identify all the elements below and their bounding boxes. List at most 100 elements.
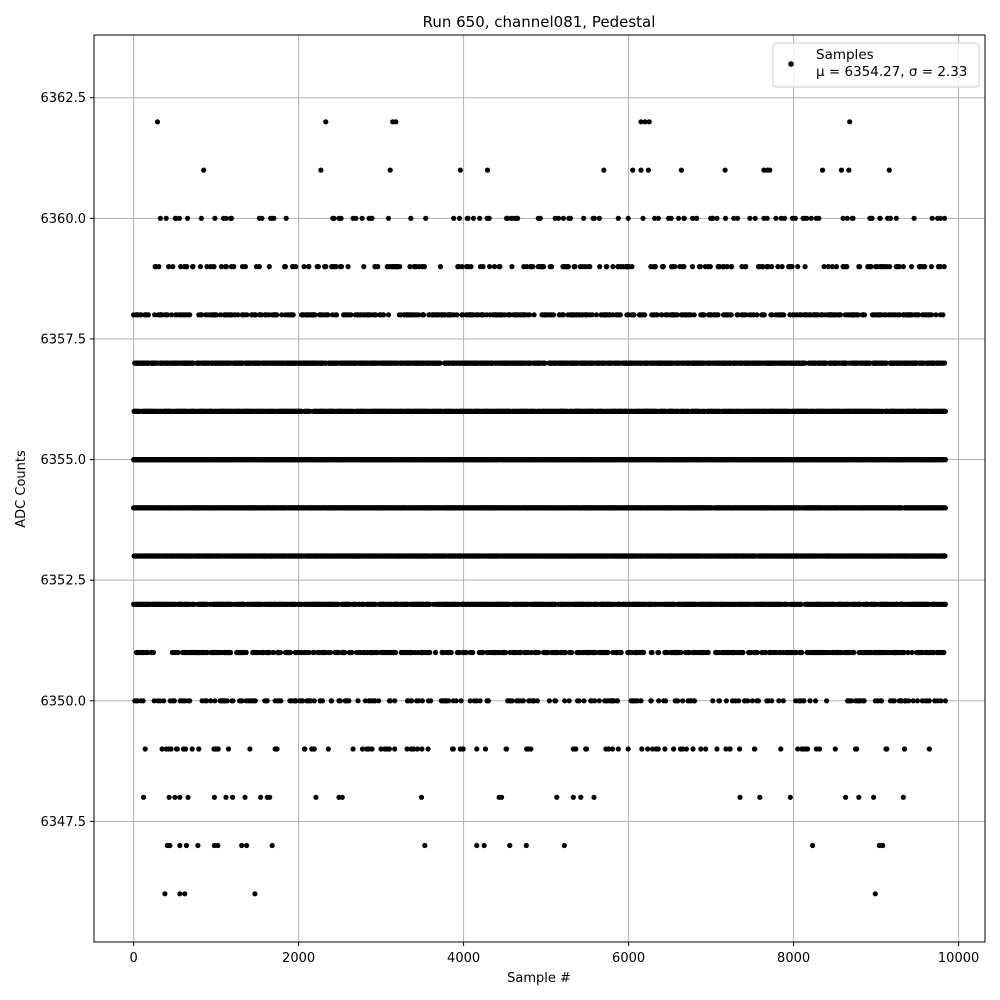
- data-point: [674, 312, 680, 318]
- data-point: [306, 264, 312, 270]
- data-point: [315, 264, 321, 270]
- data-point: [654, 312, 660, 318]
- data-point: [497, 264, 503, 270]
- data-point: [515, 215, 521, 221]
- data-point: [176, 215, 182, 221]
- data-point: [164, 312, 170, 318]
- data-point: [769, 312, 775, 318]
- data-point: [761, 312, 767, 318]
- data-point: [916, 312, 922, 318]
- data-point: [486, 215, 492, 221]
- data-point: [369, 215, 375, 221]
- data-point: [941, 264, 947, 270]
- data-point: [437, 264, 444, 270]
- data-point: [593, 312, 600, 318]
- data-point: [218, 312, 224, 318]
- data-point: [691, 312, 697, 318]
- data-point: [185, 215, 191, 221]
- data-point: [642, 312, 648, 318]
- data-point: [223, 264, 229, 270]
- data-point: [527, 312, 533, 318]
- data-point: [781, 215, 788, 221]
- data-point: [331, 215, 337, 221]
- data-point: [675, 215, 682, 221]
- data-point: [937, 264, 944, 270]
- data-point: [617, 312, 624, 318]
- data-point: [764, 215, 770, 221]
- data-point: [734, 215, 741, 221]
- data-point: [345, 264, 351, 270]
- data-point: [840, 215, 846, 221]
- data-point: [274, 312, 280, 318]
- data-point: [491, 264, 498, 270]
- data-point: [861, 312, 868, 318]
- data-point: [940, 312, 946, 318]
- data-point: [166, 264, 172, 270]
- data-point: [715, 312, 721, 318]
- data-point: [735, 312, 741, 318]
- data-point: [253, 312, 259, 318]
- data-point: [259, 215, 265, 221]
- data-point: [244, 312, 250, 318]
- data-point: [421, 264, 427, 270]
- data-point: [437, 360, 443, 366]
- data-point: [775, 264, 781, 270]
- data-point: [279, 312, 285, 318]
- data-point: [163, 215, 169, 221]
- data-point: [795, 264, 801, 270]
- data-point: [668, 215, 674, 221]
- data-point: [567, 215, 574, 221]
- data-point: [338, 215, 344, 221]
- data-point: [198, 215, 204, 221]
- data-point: [804, 215, 810, 221]
- data-point: [509, 264, 515, 270]
- data-point: [468, 264, 474, 270]
- data-point: [731, 215, 737, 221]
- data-point: [157, 215, 163, 221]
- data-point: [271, 215, 277, 221]
- data-point: [942, 215, 948, 221]
- data-point: [869, 215, 875, 221]
- data-point: [353, 215, 359, 221]
- data-point: [855, 312, 862, 318]
- data-point: [187, 312, 193, 318]
- data-point: [152, 312, 158, 318]
- data-point: [779, 264, 785, 270]
- data-point: [548, 264, 555, 270]
- data-point: [821, 264, 827, 270]
- data-point: [235, 312, 241, 318]
- data-point: [555, 215, 562, 221]
- data-point: [293, 264, 299, 270]
- data-point: [816, 215, 822, 221]
- data-point: [928, 264, 935, 270]
- data-point: [407, 264, 413, 270]
- data-point: [408, 215, 414, 221]
- data-point: [707, 264, 713, 270]
- data-point: [833, 264, 840, 270]
- data-point: [769, 264, 775, 270]
- data-point: [942, 360, 948, 366]
- data-point: [911, 215, 917, 221]
- data-point: [928, 312, 935, 318]
- data-point: [258, 312, 265, 318]
- data-point: [752, 215, 758, 221]
- data-point: [681, 264, 687, 270]
- data-point: [333, 264, 339, 270]
- data-point: [416, 312, 422, 318]
- data-point: [170, 264, 176, 270]
- data-point: [178, 264, 184, 270]
- data-point: [792, 215, 798, 221]
- data-point: [190, 264, 196, 270]
- data-point: [242, 264, 248, 270]
- data-point: [256, 264, 262, 270]
- data-point: [922, 264, 928, 270]
- data-point: [615, 215, 621, 221]
- data-point: [550, 312, 557, 318]
- data-point: [789, 264, 795, 270]
- data-point: [560, 312, 567, 318]
- data-point: [893, 215, 899, 221]
- data-point: [218, 264, 225, 270]
- data-point: [531, 312, 537, 318]
- data-point: [480, 264, 486, 270]
- data-point: [672, 264, 678, 270]
